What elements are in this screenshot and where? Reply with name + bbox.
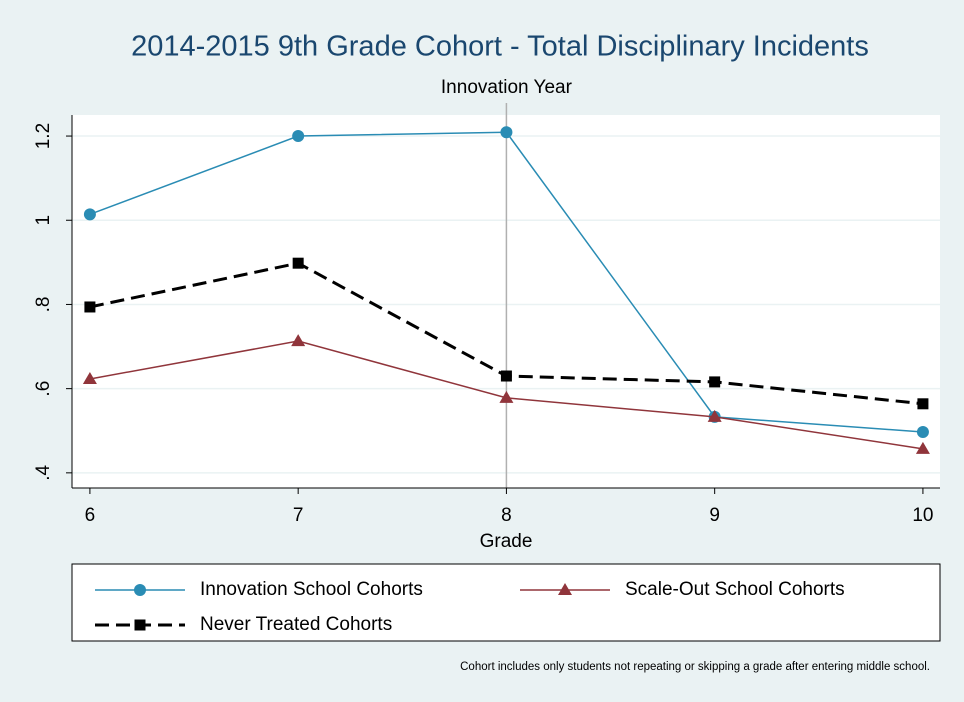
legend-marker (558, 583, 572, 595)
marker (500, 126, 513, 139)
chart-title: 2014-2015 9th Grade Cohort - Total Disci… (131, 31, 869, 63)
legend-label: Never Treated Cohorts (200, 614, 392, 635)
legend-label: Scale-Out School Cohorts (625, 579, 845, 600)
reference-label: Innovation Year (441, 77, 573, 98)
marker (707, 409, 722, 422)
marker (84, 301, 96, 313)
x-axis-label: Grade (480, 531, 533, 552)
legend-label: Innovation School Cohorts (200, 579, 423, 600)
marker (292, 257, 304, 269)
x-tick-label: 10 (912, 505, 933, 526)
x-tick-label: 9 (709, 505, 720, 526)
marker (500, 370, 512, 382)
marker (292, 130, 305, 143)
marker (82, 371, 97, 384)
y-tick-label: .8 (33, 297, 54, 313)
legend-marker (134, 584, 146, 596)
legend (71, 563, 941, 642)
marker (709, 376, 721, 388)
x-tick-label: 8 (501, 505, 512, 526)
note: Cohort includes only students not repeat… (460, 661, 930, 673)
y-tick-label: .4 (33, 464, 54, 480)
y-tick-label: 1.2 (33, 123, 54, 149)
marker (915, 441, 930, 454)
y-tick-label: .6 (33, 381, 54, 397)
marker (499, 390, 514, 403)
marker (917, 398, 929, 410)
x-tick-label: 6 (85, 505, 96, 526)
marker (916, 426, 929, 439)
x-tick-label: 7 (293, 505, 304, 526)
marker (291, 334, 306, 347)
y-tick-label: 1 (33, 215, 54, 226)
legend-marker (134, 619, 146, 631)
marker (83, 208, 96, 221)
